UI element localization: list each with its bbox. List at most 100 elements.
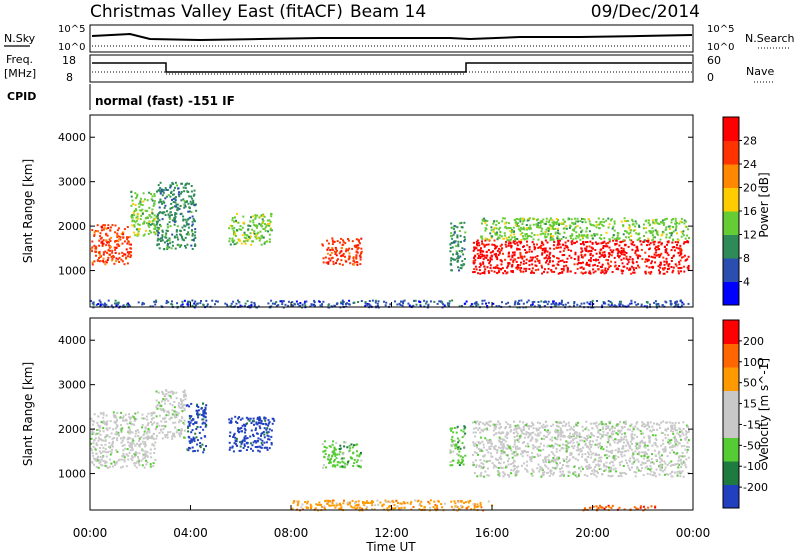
scatter-cell	[486, 220, 489, 222]
scatter-cell	[244, 429, 247, 432]
scatter-cell	[620, 300, 623, 303]
scatter-cell	[496, 233, 499, 236]
scatter-cell	[587, 451, 589, 454]
scatter-cell	[451, 427, 454, 430]
scatter-cell	[347, 460, 350, 463]
scatter-cell	[506, 447, 509, 450]
scatter-cell	[651, 444, 654, 447]
scatter-cell	[350, 443, 353, 446]
scatter-cell	[590, 256, 593, 259]
scatter-cell	[592, 259, 595, 261]
scatter-cell	[97, 415, 100, 418]
scatter-cell	[113, 460, 116, 463]
scatter-cell	[479, 436, 482, 439]
scatter-cell	[485, 460, 488, 463]
scatter-cell	[165, 414, 168, 417]
scatter-cell	[487, 270, 490, 273]
scatter-cell	[460, 264, 463, 267]
scatter-cell	[488, 445, 491, 448]
scatter-cell	[649, 465, 652, 468]
scatter-cell	[587, 250, 590, 253]
scatter-cell	[586, 235, 589, 238]
scatter-cell	[552, 452, 555, 455]
scatter-cell	[101, 244, 104, 247]
scatter-cell	[149, 465, 152, 468]
scatter-cell	[264, 419, 267, 422]
scatter-cell	[611, 250, 613, 253]
scatter-cell	[514, 440, 516, 443]
scatter-cell	[535, 223, 538, 226]
scatter-cell	[518, 299, 521, 302]
scatter-cell	[589, 450, 592, 453]
scatter-cell	[614, 458, 617, 461]
scatter-cell	[264, 422, 267, 425]
scatter-cell	[500, 458, 503, 461]
scatter-cell	[134, 444, 137, 447]
scatter-cell	[266, 431, 269, 434]
scatter-cell	[605, 428, 607, 431]
scatter-cell	[547, 267, 550, 270]
scatter-cell	[174, 199, 177, 202]
scatter-cell	[91, 460, 94, 463]
scatter-cell	[332, 260, 335, 263]
scatter-cell	[546, 227, 549, 230]
scatter-cell	[592, 434, 595, 437]
scatter-cell	[162, 398, 165, 401]
scatter-cell	[400, 300, 402, 303]
scatter-cell	[530, 457, 533, 460]
scatter-cell	[228, 227, 231, 230]
scatter-cell	[123, 419, 126, 422]
scatter-cell	[634, 425, 637, 428]
scatter-cell	[475, 301, 478, 304]
scatter-cell	[330, 457, 333, 460]
scatter-cell	[605, 449, 608, 452]
scatter-cell	[536, 439, 539, 442]
scatter-cell	[492, 429, 495, 432]
scatter-cell	[658, 255, 661, 258]
scatter-cell	[473, 248, 476, 251]
scatter-cell	[154, 233, 157, 236]
scatter-cell	[243, 423, 246, 426]
scatter-cell	[266, 219, 269, 222]
scatter-cell	[543, 301, 546, 304]
scatter-cell	[486, 467, 489, 470]
scatter-cell	[91, 229, 94, 232]
scatter-cell	[621, 251, 624, 254]
scatter-cell	[674, 443, 677, 446]
scatter-cell	[192, 199, 195, 202]
scatter-cell	[519, 230, 522, 232]
scatter-cell	[342, 240, 345, 243]
scatter-cell	[158, 206, 161, 209]
scatter-cell	[661, 233, 664, 236]
scatter-cell	[234, 436, 237, 439]
scatter-cell	[183, 239, 186, 242]
scatter-cell	[335, 247, 338, 250]
scatter-cell	[648, 243, 651, 246]
scatter-cell	[125, 465, 128, 468]
scatter-cell	[628, 232, 630, 235]
scatter-cell	[262, 236, 265, 239]
scatter-cell	[589, 440, 592, 442]
scatter-cell	[322, 466, 325, 469]
scatter-cell	[342, 243, 345, 246]
scatter-cell	[154, 441, 157, 444]
scatter-cell	[580, 271, 583, 274]
scatter-cell	[560, 268, 563, 271]
scatter-cell	[577, 220, 580, 223]
scatter-cell	[347, 239, 350, 242]
scatter-cell	[548, 253, 551, 256]
scatter-cell	[504, 440, 507, 443]
scatter-cell	[598, 236, 601, 239]
scatter-cell	[193, 193, 196, 196]
scatter-cell	[188, 195, 191, 198]
scatter-cell	[624, 436, 627, 438]
scatter-cell	[650, 271, 653, 273]
scatter-cell	[500, 449, 503, 452]
scatter-cell	[601, 223, 604, 226]
scatter-cell	[427, 304, 430, 307]
scatter-cell	[193, 189, 196, 192]
scatter-cell	[623, 217, 626, 220]
scatter-cell	[649, 242, 652, 245]
scatter-cell	[504, 222, 507, 225]
scatter-cell	[101, 242, 104, 245]
